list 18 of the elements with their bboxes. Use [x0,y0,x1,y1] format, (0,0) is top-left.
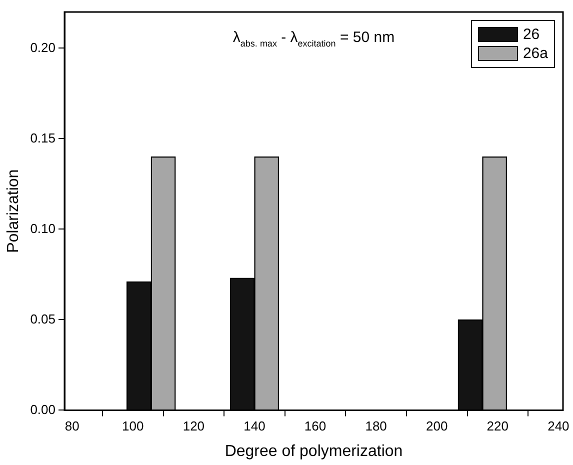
y-tick-label: 0.05 [30,311,56,326]
x-tick-label: 180 [365,418,387,434]
legend-label: 26a [522,45,548,62]
y-tick-label: 0.00 [30,402,56,417]
y-tick-label: 0.10 [30,220,56,236]
x-tick-label: 220 [486,418,508,434]
x-tick-label: 100 [122,418,144,434]
x-axis-title: Degree of polymerization [224,442,403,460]
x-tick-label: 240 [548,418,570,434]
y-tick-label: 0.20 [30,40,56,55]
x-tick-label: 140 [244,418,266,434]
x-tick-label: 120 [182,418,205,434]
legend-label: 26 [522,26,540,43]
y-tick-label: 0.15 [30,130,56,146]
x-tick-label: 160 [304,418,326,434]
x-tick-label: 80 [64,418,80,434]
y-axis-title: Polarization [5,169,22,253]
x-tick-label: 200 [426,418,448,434]
